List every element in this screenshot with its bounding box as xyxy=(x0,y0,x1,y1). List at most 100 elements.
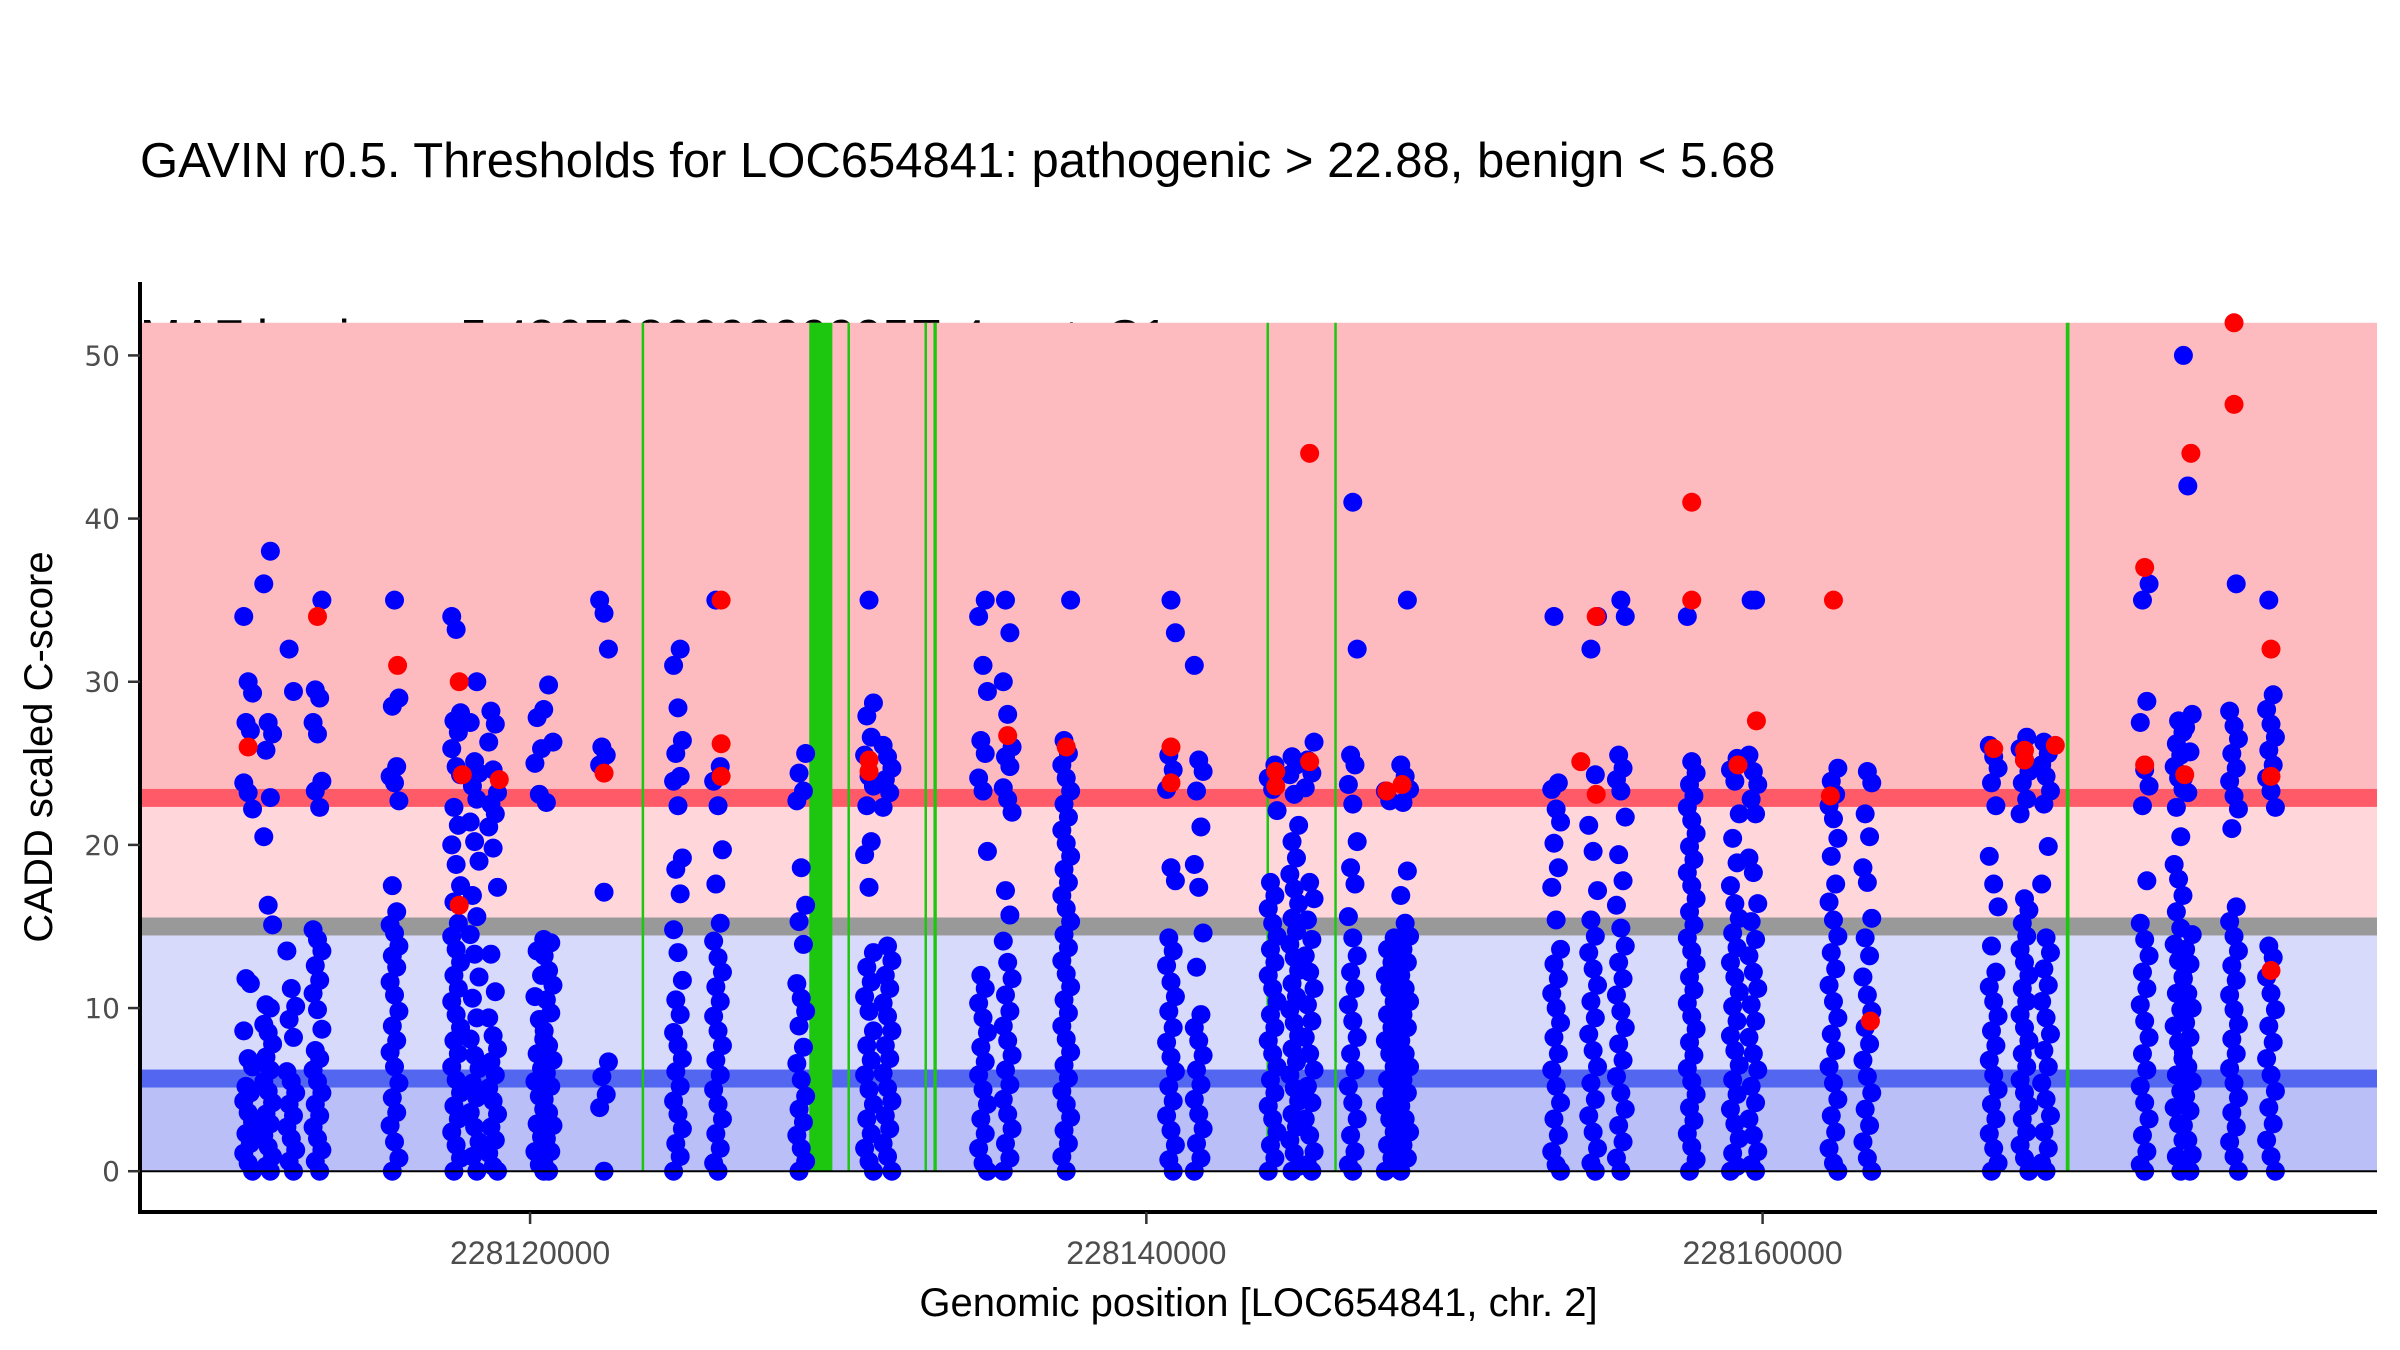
gnomad-point xyxy=(1819,892,1839,912)
gnomad-point xyxy=(859,1080,879,1100)
gnomad-point xyxy=(1725,771,1745,791)
gnomad-point xyxy=(2226,897,2246,917)
gnomad-point xyxy=(312,590,332,610)
gnomad-point xyxy=(2036,928,2056,948)
gnomad-point xyxy=(1746,1093,1766,1113)
gnomad-point xyxy=(2038,975,2058,995)
gnomad-point xyxy=(1286,848,1306,868)
gnomad-point xyxy=(1581,910,1601,930)
gnomad-point xyxy=(1739,1109,1759,1129)
gnomad-point xyxy=(260,541,280,561)
gnomad-point xyxy=(2034,959,2054,979)
gnomad-point xyxy=(2176,939,2196,959)
gnomad-point xyxy=(594,603,614,623)
gnomad-point xyxy=(2182,925,2202,945)
gnomad-point xyxy=(2222,1029,2242,1049)
gnomad-point xyxy=(977,1023,997,1043)
gnomad-point xyxy=(2176,1013,2196,1033)
gnomad-point xyxy=(2036,766,2056,786)
gnomad-point xyxy=(258,895,278,915)
gnomad-point xyxy=(590,1098,610,1118)
gnomad-point xyxy=(1304,1060,1324,1080)
gnomad-point xyxy=(2180,954,2200,974)
gnomad-point xyxy=(2226,970,2246,990)
gnomad-point xyxy=(380,1042,400,1062)
gnomad-point xyxy=(2130,995,2150,1015)
gnomad-point xyxy=(2224,1147,2244,1167)
gnomad-point xyxy=(260,998,280,1018)
gnomad-point xyxy=(793,1037,813,1057)
gnomad-point xyxy=(1741,789,1761,809)
gnomad-point xyxy=(971,1109,991,1129)
gnomad-point xyxy=(380,1116,400,1136)
gnomad-point xyxy=(2132,962,2152,982)
gnomad-point xyxy=(1823,992,1843,1012)
gnomad-point xyxy=(1583,841,1603,861)
gnomad-point xyxy=(1546,910,1566,930)
gnomad-point xyxy=(240,721,260,741)
gnomad-point xyxy=(1304,889,1324,909)
clinvar-point xyxy=(2261,961,2281,981)
gnomad-point xyxy=(1284,879,1304,899)
gnomad-point xyxy=(668,943,688,963)
gnomad-point xyxy=(2259,740,2279,760)
gnomad-point xyxy=(1189,1031,1209,1051)
gnomad-point xyxy=(1986,796,2006,816)
gnomad-point xyxy=(1341,1125,1361,1145)
gnomad-point xyxy=(1052,1147,1072,1167)
gnomad-point xyxy=(2171,827,2191,847)
gnomad-point xyxy=(1615,606,1635,626)
gnomad-point xyxy=(2164,854,2184,874)
gnomad-point xyxy=(465,1117,485,1137)
y-tick-label: 30 xyxy=(84,666,120,699)
gnomad-point xyxy=(998,952,1018,972)
clinvar-point xyxy=(1586,606,1606,626)
gnomad-point xyxy=(1548,969,1568,989)
gnomad-point xyxy=(2180,1027,2200,1047)
gnomad-point xyxy=(2017,789,2037,809)
gnomad-point xyxy=(462,988,482,1008)
gnomad-point xyxy=(993,672,1013,692)
gnomad-point xyxy=(539,961,559,981)
gnomad-point xyxy=(857,1036,877,1056)
gnomad-point xyxy=(2176,717,2196,737)
gnomad-point xyxy=(1163,941,1183,961)
gnomad-point xyxy=(708,1094,728,1114)
gnomad-point xyxy=(1343,928,1363,948)
gnomad-point xyxy=(1611,1083,1631,1103)
gnomad-point xyxy=(1551,939,1571,959)
gnomad-point xyxy=(1002,1119,1022,1139)
gnomad-point xyxy=(1187,1060,1207,1080)
gnomad-point xyxy=(263,724,283,744)
gnomad-point xyxy=(1988,758,2008,778)
gnomad-point xyxy=(706,1050,726,1070)
gnomad-point xyxy=(2263,685,2283,705)
exon-line xyxy=(924,322,927,1172)
gnomad-point xyxy=(444,797,464,817)
gnomad-point xyxy=(973,781,993,801)
gnomad-point xyxy=(2130,713,2150,733)
gnomad-point xyxy=(1304,978,1324,998)
gnomad-point xyxy=(594,882,614,902)
gnomad-point xyxy=(382,1016,402,1036)
gnomad-point xyxy=(1551,1093,1571,1113)
gnomad-point xyxy=(789,912,809,932)
gnomad-point xyxy=(283,1027,303,1047)
gnomad-point xyxy=(1161,1047,1181,1067)
gnomad-point xyxy=(708,796,728,816)
gnomad-point xyxy=(1581,1073,1601,1093)
gnomad-point xyxy=(1193,761,1213,781)
gnomad-point xyxy=(240,974,260,994)
gnomad-point xyxy=(2222,819,2242,839)
gnomad-point xyxy=(1579,1106,1599,1126)
gnomad-point xyxy=(1585,1089,1605,1109)
clinvar-point xyxy=(1392,775,1412,795)
gnomad-point xyxy=(1979,846,1999,866)
gnomad-point xyxy=(1611,590,1631,610)
gnomad-point xyxy=(483,838,503,858)
gnomad-point xyxy=(446,620,466,640)
gnomad-point xyxy=(2228,1088,2248,1108)
gnomad-point xyxy=(1748,978,1768,998)
gnomad-point xyxy=(1853,967,1873,987)
clinvar-point xyxy=(1161,737,1181,757)
